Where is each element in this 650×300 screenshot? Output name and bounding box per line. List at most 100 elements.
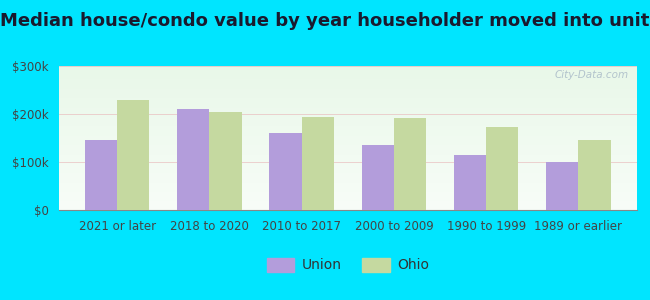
Bar bbox=[58, 91, 637, 92]
Bar bbox=[58, 141, 637, 142]
Bar bbox=[177, 109, 209, 210]
Bar bbox=[58, 145, 637, 146]
Bar bbox=[58, 75, 637, 76]
Bar bbox=[58, 134, 637, 135]
Bar bbox=[58, 121, 637, 122]
Text: Median house/condo value by year householder moved into unit: Median house/condo value by year househo… bbox=[0, 12, 650, 30]
Bar bbox=[58, 192, 637, 193]
Bar bbox=[58, 143, 637, 144]
Bar bbox=[58, 152, 637, 153]
Bar bbox=[58, 131, 637, 132]
Bar bbox=[58, 71, 637, 72]
Bar bbox=[58, 209, 637, 210]
Bar bbox=[58, 160, 637, 161]
Bar bbox=[58, 196, 637, 197]
Bar bbox=[58, 97, 637, 98]
Bar bbox=[58, 198, 637, 199]
Bar bbox=[58, 70, 637, 71]
Bar bbox=[58, 104, 637, 105]
Bar bbox=[58, 175, 637, 176]
Bar bbox=[58, 199, 637, 200]
Bar bbox=[58, 107, 637, 108]
Bar bbox=[58, 87, 637, 88]
Bar bbox=[58, 186, 637, 187]
Bar bbox=[58, 124, 637, 125]
Bar bbox=[58, 76, 637, 77]
Bar bbox=[269, 133, 302, 210]
Bar bbox=[58, 130, 637, 131]
Bar bbox=[546, 162, 578, 210]
Bar bbox=[361, 145, 394, 210]
Bar bbox=[58, 127, 637, 128]
Bar bbox=[58, 172, 637, 173]
Bar bbox=[58, 89, 637, 90]
Bar bbox=[58, 144, 637, 145]
Bar bbox=[58, 84, 637, 85]
Bar bbox=[58, 177, 637, 178]
Bar bbox=[394, 118, 426, 210]
Bar bbox=[58, 83, 637, 84]
Bar bbox=[58, 118, 637, 119]
Bar bbox=[58, 187, 637, 188]
Bar bbox=[58, 163, 637, 164]
Bar bbox=[58, 120, 637, 121]
Bar bbox=[58, 137, 637, 138]
Bar bbox=[58, 202, 637, 203]
Bar bbox=[58, 170, 637, 171]
Bar bbox=[58, 96, 637, 97]
Bar bbox=[58, 205, 637, 206]
Bar bbox=[58, 150, 637, 151]
Bar bbox=[58, 110, 637, 111]
Bar bbox=[58, 166, 637, 167]
Bar bbox=[58, 188, 637, 189]
Bar bbox=[58, 169, 637, 170]
Bar bbox=[58, 204, 637, 205]
Bar bbox=[58, 117, 637, 118]
Bar bbox=[58, 167, 637, 168]
Bar bbox=[58, 82, 637, 83]
Bar bbox=[58, 92, 637, 93]
Bar bbox=[58, 142, 637, 143]
Legend: Union, Ohio: Union, Ohio bbox=[261, 252, 434, 278]
Bar bbox=[58, 112, 637, 113]
Bar bbox=[58, 88, 637, 89]
Bar bbox=[58, 156, 637, 157]
Bar bbox=[486, 128, 519, 210]
Bar bbox=[58, 119, 637, 120]
Bar bbox=[58, 79, 637, 80]
Bar bbox=[58, 189, 637, 190]
Bar bbox=[302, 117, 334, 210]
Bar bbox=[58, 108, 637, 109]
Bar bbox=[84, 140, 117, 210]
Bar bbox=[58, 85, 637, 86]
Bar bbox=[58, 78, 637, 79]
Bar bbox=[58, 184, 637, 185]
Bar bbox=[58, 95, 637, 96]
Bar bbox=[58, 185, 637, 186]
Bar bbox=[58, 94, 637, 95]
Bar bbox=[58, 111, 637, 112]
Bar bbox=[58, 128, 637, 129]
Bar bbox=[58, 151, 637, 152]
Bar bbox=[58, 203, 637, 204]
Bar bbox=[58, 90, 637, 91]
Bar bbox=[58, 100, 637, 101]
Bar bbox=[58, 146, 637, 147]
Bar bbox=[58, 66, 637, 67]
Bar bbox=[58, 176, 637, 177]
Bar bbox=[209, 112, 242, 210]
Bar bbox=[58, 154, 637, 155]
Bar bbox=[58, 133, 637, 134]
Bar bbox=[58, 171, 637, 172]
Bar bbox=[58, 190, 637, 191]
Bar bbox=[58, 157, 637, 158]
Bar bbox=[58, 114, 637, 115]
Bar bbox=[58, 113, 637, 114]
Bar bbox=[58, 126, 637, 127]
Bar bbox=[58, 67, 637, 68]
Bar bbox=[58, 147, 637, 148]
Bar bbox=[58, 138, 637, 139]
Bar bbox=[58, 140, 637, 141]
Bar bbox=[58, 103, 637, 104]
Bar bbox=[58, 69, 637, 70]
